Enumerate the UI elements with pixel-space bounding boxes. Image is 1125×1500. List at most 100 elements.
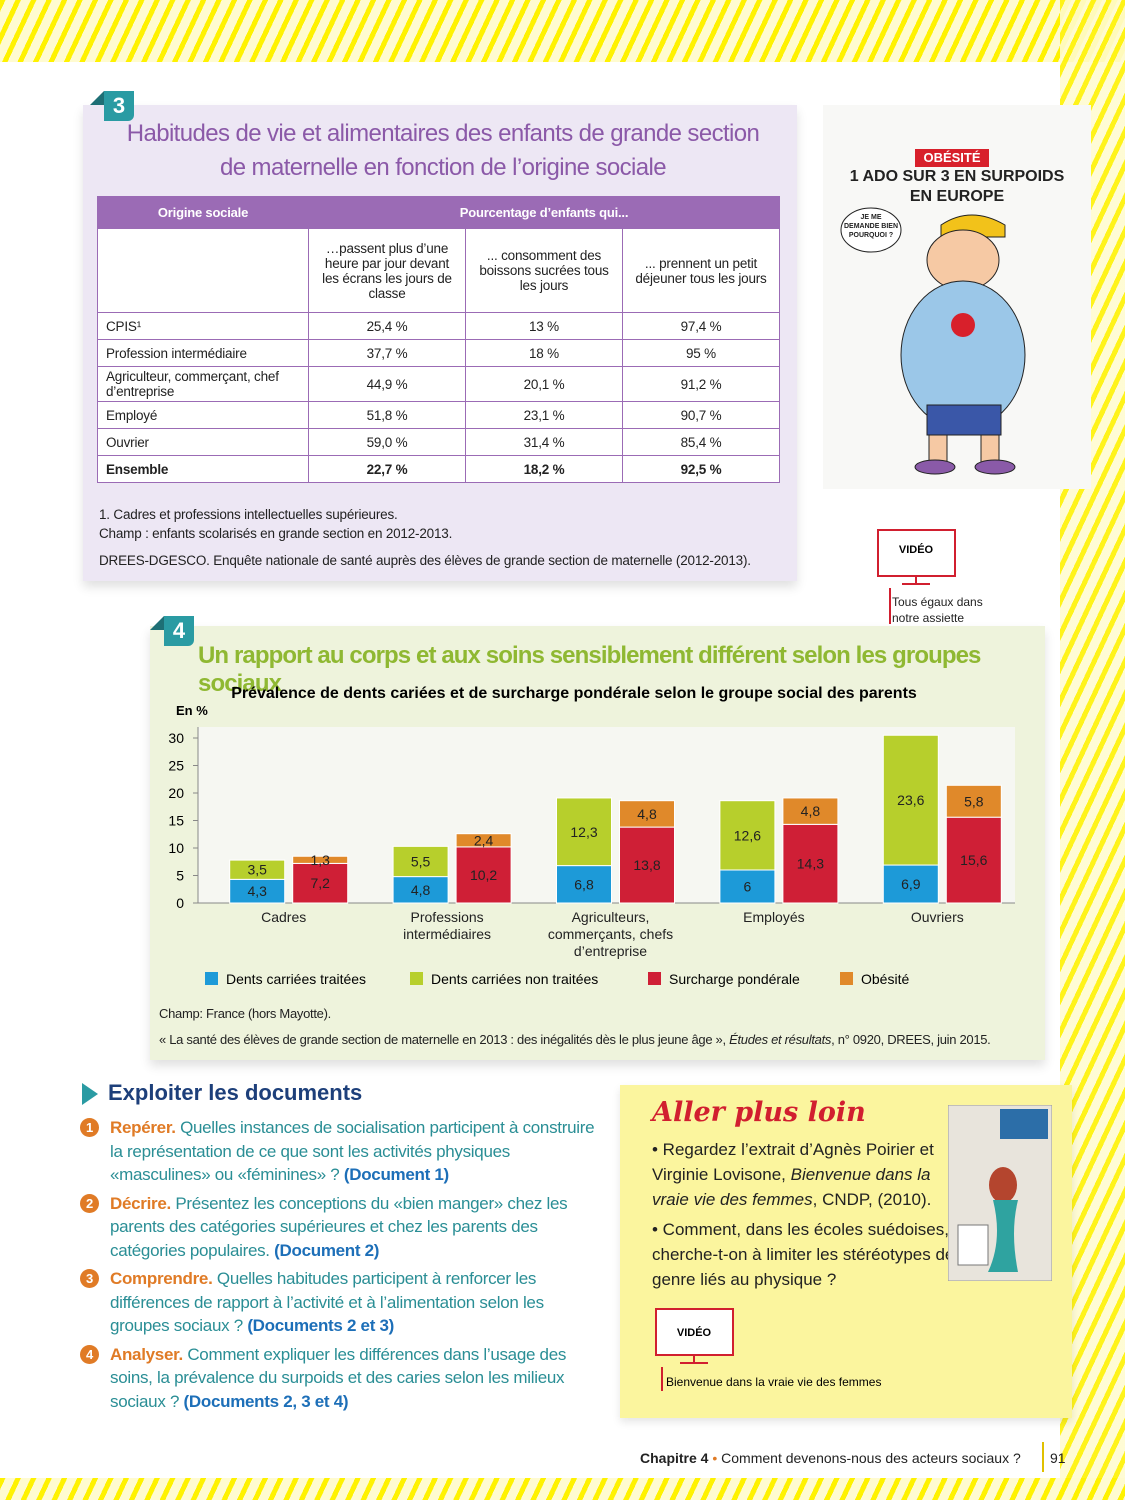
value-label: 13,8 (633, 857, 660, 873)
value-label: 4,8 (411, 882, 431, 898)
x-tick-label: Professions intermédiaires (403, 909, 492, 942)
film-title: Bienvenue dans la vraie vie des femmes (652, 1165, 931, 1209)
cartoon: OBÉSITÉ 1 ADO SUR 3 EN SURPOIDS EN EUROP… (823, 105, 1091, 489)
legend-label: Obésité (861, 971, 909, 987)
row-label: Employé (97, 401, 309, 429)
decor-stripes-bottom (0, 1478, 1125, 1500)
exercise-number: 4 (80, 1344, 99, 1364)
y-tick-label: 30 (168, 730, 184, 746)
exercise-ref: (Document 1) (343, 1165, 449, 1184)
shoe (974, 459, 1016, 475)
y-tick-label: 15 (168, 813, 184, 829)
subheader-cell: ... prennent un petit déjeuner tous les … (622, 228, 780, 313)
monitor (877, 529, 956, 577)
exercises-title: Exploiter les documents (82, 1080, 600, 1106)
legend-label: Dents carriées non traitées (431, 971, 598, 987)
value-cell: 37,7 % (308, 339, 466, 367)
header-row: Origine sociale Pourcentage d’enfants qui… (97, 196, 780, 229)
cartoon-tag: OBÉSITÉ (923, 150, 980, 165)
value-label: 23,6 (897, 792, 924, 808)
video-caption: Bienvenue dans la vraie vie des femmes (666, 1375, 881, 1389)
value-cell: 23,1 % (465, 401, 623, 429)
exercise-list: 1 Repérer. Quelles instances de socialisa… (80, 1116, 600, 1413)
value-cell: 13 % (465, 312, 623, 340)
bar-segment (292, 862, 349, 904)
doc4-source: « La santé des élèves de grande section … (159, 1032, 991, 1047)
value-label: 1,3 (310, 852, 330, 868)
table-row: Ouvrier 59,0 % 31,4 % 85,4 % (97, 428, 780, 456)
exercise-ref: (Documents 2 et 3) (247, 1316, 394, 1335)
shorts (926, 404, 1002, 436)
exercise-item: 3 Comprendre. Quelles habitudes participe… (80, 1267, 600, 1338)
bullet-text: , CNDP, (2010). (812, 1190, 932, 1209)
video-link[interactable]: VIDÉO Bienvenue dans la vraie vie des fe… (650, 1307, 930, 1397)
doc4-number: 4 (150, 616, 194, 646)
y-tick-label: 25 (168, 758, 184, 774)
further-title: Aller plus loin (652, 1097, 866, 1128)
cartoon-headline: 1 ADO SUR 3 EN SURPOIDS EN EUROPE (849, 168, 1065, 205)
value-cell: 18,2 % (465, 455, 623, 483)
value-cell: 92,5 % (622, 455, 780, 483)
value-cell: 97,4 % (622, 312, 780, 340)
value-cell: 20,1 % (465, 366, 623, 402)
footer: Chapitre 4 • Comment devenons-nous des a… (640, 1450, 1021, 1466)
exercise-verb: Décrire. (110, 1193, 171, 1213)
bar-segment (229, 859, 286, 880)
value-label: 3,5 (247, 862, 267, 878)
exercise-text: Quelles habitudes participent à renforce… (110, 1269, 544, 1335)
y-tick-label: 20 (168, 785, 184, 801)
exercise-ref: (Documents 2, 3 et 4) (183, 1391, 349, 1411)
legend-swatch (840, 972, 853, 985)
value-label: 6,9 (901, 876, 921, 892)
value-label: 5,5 (411, 853, 431, 869)
exercise-text: Présentez les conceptions du «bien mange… (110, 1193, 568, 1260)
value-label: 12,6 (734, 827, 761, 843)
exercise-ref: (Document 2) (274, 1240, 380, 1260)
bar-segment (392, 876, 449, 904)
footer-chapter: Chapitre 4 (640, 1450, 709, 1466)
bar-segment (882, 734, 939, 866)
subheader-cell: ... consomment des boissons sucrées tous… (465, 228, 623, 313)
value-cell: 59,0 % (308, 428, 466, 456)
exercises: Exploiter les documents 1 Repérer. Quelle… (80, 1080, 600, 1418)
cartoon-drawing: OBÉSITÉ 1 ADO SUR 3 EN SURPOIDS EN EUROP… (840, 149, 1065, 475)
legend-swatch (205, 972, 218, 985)
y-tick-label: 0 (176, 895, 184, 911)
video-caption: Tous égaux dans notre assiette (892, 595, 983, 625)
footer-separator: • (712, 1450, 718, 1466)
doc3-note: Champ : enfants scolarisés en grande sec… (99, 526, 453, 541)
value-cell: 85,4 % (622, 428, 780, 456)
source-text: « La santé des élèves de grande section … (159, 1032, 730, 1047)
further-bullet: • Comment, dans les écoles suédoises, ch… (652, 1217, 962, 1292)
value-label: 12,3 (570, 824, 597, 840)
bar-segment (292, 855, 349, 864)
decor-stripes-top (0, 0, 1125, 62)
video-link[interactable]: VIDÉO (872, 528, 1062, 628)
video-label: VIDÉO (677, 1326, 712, 1339)
value-label: 2,4 (474, 832, 494, 848)
doc3-title: Habitudes de vie et alimentaires des enf… (126, 120, 760, 181)
y-tick-label: 10 (168, 840, 184, 856)
value-cell: 22,7 % (308, 455, 466, 483)
source-text: , n° 0920, DREES, juin 2015. (831, 1032, 991, 1047)
value-label: 15,6 (960, 852, 987, 868)
bullet-text: • Comment, dans les écoles suédoises, ch… (652, 1220, 955, 1289)
doc4-title: Un rapport au corps et aux soins sensibl… (198, 642, 981, 697)
doc3-source: DREES-DGESCO. Enquête nationale de santé… (99, 553, 751, 568)
bar-segment (455, 833, 512, 848)
value-label: 7,2 (310, 875, 330, 891)
tag-bg (915, 149, 989, 167)
value-label: 10,2 (470, 867, 497, 883)
x-tick-label: Ouvriers (910, 909, 964, 925)
further-box: Aller plus loin • Regardez l’extrait d’A… (620, 1085, 1072, 1418)
chart-title: Prévalence de dents cariées et de surcha… (231, 685, 917, 702)
value-cell: 31,4 % (465, 428, 623, 456)
row-label: Ensemble (97, 455, 309, 483)
value-label: 4,3 (247, 883, 267, 899)
chart: Prévalence de dents cariées et de surcha… (168, 685, 1015, 987)
exercise-verb: Repérer. (110, 1118, 176, 1137)
cover-figure (988, 1200, 1018, 1272)
exercise-item: 2 Décrire. Présentez les conceptions du «… (80, 1192, 600, 1263)
header-cell: Origine sociale (97, 196, 309, 229)
table-row: Profession intermédiaire 37,7 % 18 % 95 % (97, 339, 780, 367)
